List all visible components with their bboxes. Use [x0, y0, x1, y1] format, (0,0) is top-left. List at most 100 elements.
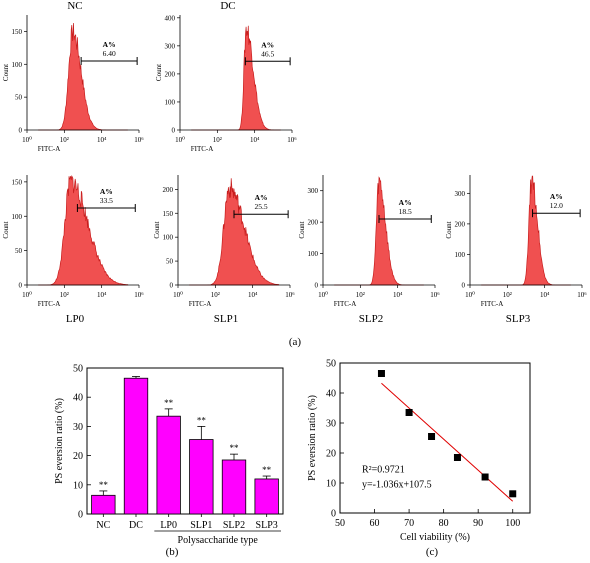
plot-frame — [86, 367, 284, 515]
histogram-lp0: 10⁰ 10² 10⁴ 10⁶ 0 50 100 150 FITC-A Count A%33.5 LP… — [2, 175, 144, 325]
x-tick-label: 10⁴ — [393, 291, 403, 299]
y-axis-label: Count — [155, 64, 163, 81]
x-axis-label: FITC-A — [38, 145, 61, 153]
r-squared-label: R²=0.9721 — [362, 465, 405, 476]
y-tick-label: 100 — [455, 251, 466, 259]
y-tick-label: 30 — [73, 422, 83, 433]
significance-label: ** — [262, 465, 272, 475]
y-tick-label: 0 — [315, 282, 319, 290]
data-point — [377, 370, 385, 377]
histogram-slp3: 10⁰ 10² 10⁴ 10⁶ 0 100 200 300 FITC-A Count A%12.0 S… — [445, 175, 587, 325]
y-tick-label: 50 — [15, 94, 23, 102]
y-axis-label: Count — [153, 221, 161, 238]
histogram-title: SLP1 — [214, 313, 238, 325]
x-axis-label: Cell viability (%) — [400, 532, 470, 543]
gate-value: 12.0 — [550, 201, 563, 210]
y-tick-label: 200 — [163, 186, 174, 194]
category-label: SLP2 — [223, 520, 245, 531]
x-axis-label: Polysaccharide type — [178, 535, 259, 546]
histogram-nc: 10⁰ 10² 10⁴ 10⁶ 0 50 100 150 FITC-A Count A%6.40 NC — [2, 0, 144, 153]
x-tick-label: 70 — [404, 518, 414, 529]
x-tick-label: 10⁶ — [577, 291, 587, 299]
gate-label: A% — [550, 192, 563, 201]
panel-c-label: (c) — [426, 546, 439, 558]
y-tick-label: 150 — [12, 28, 23, 36]
x-tick-label: 10² — [503, 291, 512, 299]
bar — [156, 415, 181, 515]
y-tick-label: 0 — [462, 282, 466, 290]
x-tick-label: 10⁰ — [173, 291, 183, 299]
flow-cytometry-panels: 10⁰ 10² 10⁴ 10⁶050100150FITC-ACountA%6.40NC… — [2, 0, 587, 325]
x-tick-label: 10⁰ — [22, 291, 32, 299]
y-tick-label: 30 — [326, 419, 336, 430]
significance-label: ** — [230, 443, 240, 453]
gate-value: 18.5 — [399, 207, 412, 216]
y-tick-label: 200 — [455, 220, 466, 228]
y-tick-label: 50 — [326, 359, 336, 370]
y-tick-label: 10 — [326, 479, 336, 490]
x-tick-label: 10⁰ — [175, 136, 185, 144]
x-tick-label: 10² — [211, 291, 220, 299]
y-tick-label: 20 — [73, 451, 83, 462]
y-tick-label: 40 — [73, 393, 83, 404]
gate-value: 6.40 — [103, 49, 116, 58]
x-tick-label: 80 — [439, 518, 449, 529]
y-tick-label: 10 — [73, 480, 83, 491]
x-tick-label: 50 — [335, 518, 345, 529]
y-tick-label: 400 — [165, 14, 176, 22]
y-tick-label: 150 — [163, 210, 174, 218]
histogram-title: LP0 — [66, 313, 85, 325]
y-tick-label: 0 — [331, 509, 336, 520]
bar-chart-panel: 0 10 20 30 40 50 ** NC DC ** LP0 ** SLP1 ** SLP2 ** SLP3… — [54, 364, 284, 546]
data-point — [481, 473, 489, 481]
y-axis-label: Count — [2, 221, 10, 238]
x-tick-label: 10⁶ — [134, 291, 144, 299]
x-tick-label: 10⁴ — [248, 291, 258, 299]
y-tick-label: 100 — [163, 234, 174, 242]
data-point — [405, 409, 413, 416]
histogram-area — [38, 175, 129, 286]
y-tick-label: 100 — [12, 61, 23, 69]
y-axis-label: PS eversion ratio (%) — [307, 395, 318, 481]
y-tick-label: 100 — [12, 213, 23, 221]
x-axis-label: FITC-A — [38, 300, 61, 308]
scatter-chart-panel: 0 10 20 30 40 50 50 60 70 80 90 100 R²=0.9721 y=-1.03… — [307, 359, 531, 543]
data-point — [453, 454, 461, 461]
y-tick-label: 200 — [165, 70, 176, 78]
gate-value: 46.5 — [261, 49, 274, 58]
x-tick-label: 10² — [60, 136, 69, 144]
bar — [123, 377, 149, 515]
significance-label: ** — [164, 398, 174, 408]
y-tick-label: 20 — [326, 449, 336, 460]
x-tick-label: 10⁴ — [97, 291, 107, 299]
x-tick-label: 10⁶ — [287, 136, 297, 144]
y-tick-label: 50 — [73, 364, 83, 375]
y-tick-label: 0 — [19, 127, 23, 135]
x-tick-label: 60 — [370, 518, 380, 529]
data-point — [428, 433, 436, 440]
significance-label: ** — [99, 480, 109, 490]
bar — [91, 494, 116, 515]
y-tick-label: 300 — [455, 190, 466, 198]
y-tick-label: 50 — [15, 247, 23, 255]
y-tick-label: 0 — [19, 282, 23, 290]
category-label: LP0 — [160, 520, 177, 531]
histogram-title: SLP2 — [359, 313, 383, 325]
y-axis-label: Count — [2, 64, 10, 81]
y-tick-label: 0 — [78, 510, 83, 521]
category-label: NC — [96, 520, 110, 531]
x-axis-label: FITC-A — [481, 300, 504, 308]
bar — [221, 459, 247, 515]
y-axis-label: PS eversion ratio (%) — [54, 398, 65, 484]
y-tick-label: 200 — [308, 219, 319, 227]
category-label: SLP1 — [190, 520, 212, 531]
gate-label: A% — [103, 40, 116, 49]
histogram-area — [334, 176, 424, 286]
gate-value: 25.5 — [255, 202, 268, 211]
x-axis-label: FITC-A — [334, 300, 357, 308]
y-tick-label: 300 — [308, 187, 319, 195]
y-tick-label: 40 — [326, 389, 336, 400]
plot-frame — [339, 362, 531, 514]
x-tick-label: 10⁴ — [97, 136, 107, 144]
